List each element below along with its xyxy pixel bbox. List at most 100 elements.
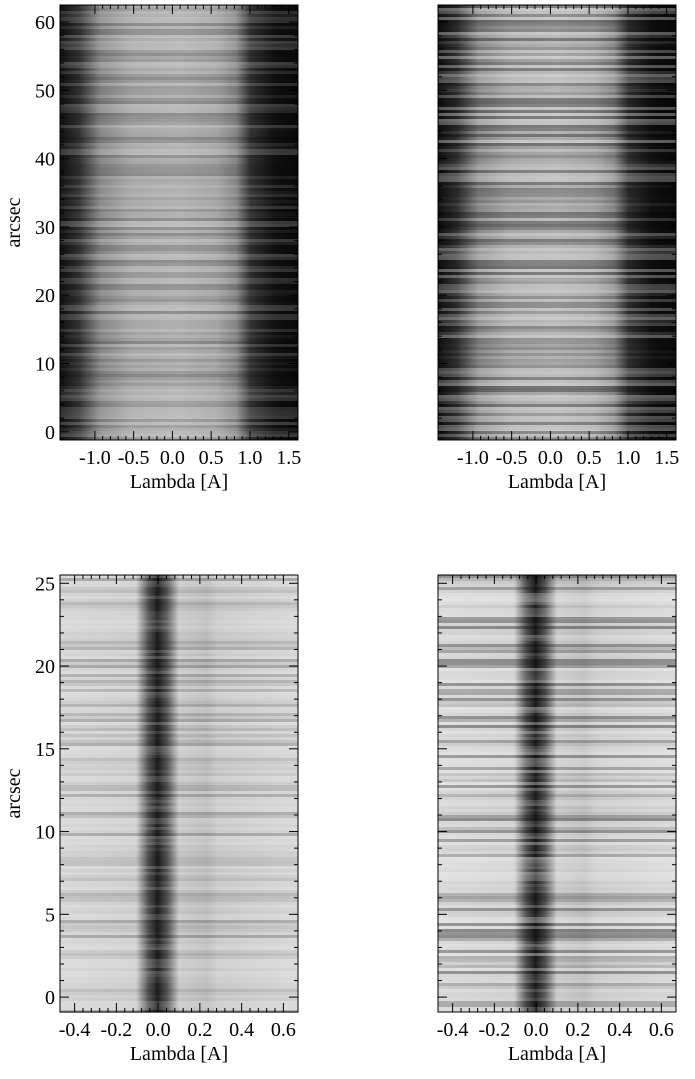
image-stripe — [60, 623, 298, 626]
image-stripe — [438, 947, 676, 950]
image-stripe — [438, 164, 676, 167]
image-stripe — [60, 41, 298, 44]
image-stripe — [438, 350, 676, 353]
image-stripe — [60, 896, 298, 899]
image-stripe — [438, 194, 676, 197]
image-stripe — [438, 986, 676, 989]
image-stripe — [60, 731, 298, 734]
image-stripe — [438, 830, 676, 833]
x-tick-label: 1.0 — [237, 447, 262, 469]
image-stripe — [438, 422, 676, 425]
image-stripe — [60, 344, 298, 347]
image-stripe — [60, 935, 298, 938]
image-stripe — [60, 947, 298, 950]
image-stripe — [60, 641, 298, 644]
image-stripe — [60, 716, 298, 719]
x-tick-label: -0.5 — [118, 447, 150, 469]
image-stripe — [60, 371, 298, 374]
image-stripe — [438, 233, 676, 236]
image-stripe — [438, 599, 676, 602]
image-stripe — [438, 728, 676, 731]
image-stripe — [438, 1001, 676, 1004]
image-stripe — [438, 155, 676, 158]
x-tick-label: 1.5 — [654, 447, 679, 469]
image-stripe — [438, 38, 676, 41]
image-stripe — [438, 305, 676, 308]
image-stripe — [60, 869, 298, 872]
image-stripe — [438, 746, 676, 749]
image-stripe — [438, 776, 676, 779]
image-stripe — [438, 794, 676, 797]
image-stripe — [60, 173, 298, 176]
image-stripe — [438, 806, 676, 809]
image-stripe — [438, 836, 676, 839]
image-stripe — [60, 761, 298, 764]
image-stripe — [60, 755, 298, 758]
image-stripe — [438, 98, 676, 101]
image-stripe — [438, 101, 676, 104]
image-stripe — [60, 221, 298, 224]
image-stripe — [438, 392, 676, 395]
image-stripe — [60, 911, 298, 914]
image-stripe — [438, 737, 676, 740]
image-stripe — [438, 53, 676, 56]
image-stripe — [438, 218, 676, 221]
y-tick-label: 25 — [35, 573, 55, 595]
image-stripe — [60, 263, 298, 266]
y-tick-label: 0 — [45, 987, 55, 1009]
image-stripe — [438, 353, 676, 356]
image-stripe — [438, 275, 676, 278]
image-stripe — [438, 752, 676, 755]
image-stripe — [438, 722, 676, 725]
image-stripe — [60, 851, 298, 854]
image-stripe — [60, 926, 298, 929]
image-stripe — [60, 230, 298, 233]
image-stripe — [60, 236, 298, 239]
image-stripe — [60, 206, 298, 209]
image-stripe — [60, 662, 298, 665]
y-axis-label: arcsec — [3, 197, 25, 247]
image-stripe — [60, 824, 298, 827]
image-stripe — [438, 11, 676, 14]
image-stripe — [438, 860, 676, 863]
x-axis-label: Lambda [A] — [508, 471, 606, 493]
image-stripe — [60, 170, 298, 173]
image-stripe — [438, 971, 676, 974]
image-stripe — [60, 866, 298, 869]
image-stripe — [60, 884, 298, 887]
image-stripe — [60, 86, 298, 89]
image-stripe — [438, 821, 676, 824]
y-tick-label: 20 — [35, 285, 55, 307]
image-stripe — [438, 608, 676, 611]
image-stripe — [60, 281, 298, 284]
x-tick-label: 0.6 — [649, 1019, 674, 1041]
image-stripe — [438, 809, 676, 812]
image-stripe — [438, 200, 676, 203]
image-stripe — [60, 965, 298, 968]
image-stripe — [438, 866, 676, 869]
image-stripe — [60, 818, 298, 821]
image-stripe — [60, 71, 298, 74]
image-stripe — [438, 161, 676, 164]
image-stripe — [438, 185, 676, 188]
image-stripe — [60, 596, 298, 599]
image-stripe — [60, 722, 298, 725]
image-stripe — [438, 770, 676, 773]
image-stripe — [438, 377, 676, 380]
image-stripe — [438, 29, 676, 32]
image-stripe — [438, 839, 676, 842]
image-stripe — [60, 356, 298, 359]
image-stripe — [438, 635, 676, 638]
image-stripe — [438, 272, 676, 275]
image-stripe — [438, 92, 676, 95]
spectrum-image — [438, 5, 676, 440]
image-stripe — [438, 401, 676, 404]
image-stripe — [438, 731, 676, 734]
image-stripe — [60, 992, 298, 995]
image-stripe — [438, 653, 676, 656]
x-axis-label: Lambda [A] — [130, 1043, 228, 1065]
image-stripe — [60, 656, 298, 659]
image-stripe — [438, 35, 676, 38]
image-stripe — [438, 167, 676, 170]
image-stripe — [60, 194, 298, 197]
